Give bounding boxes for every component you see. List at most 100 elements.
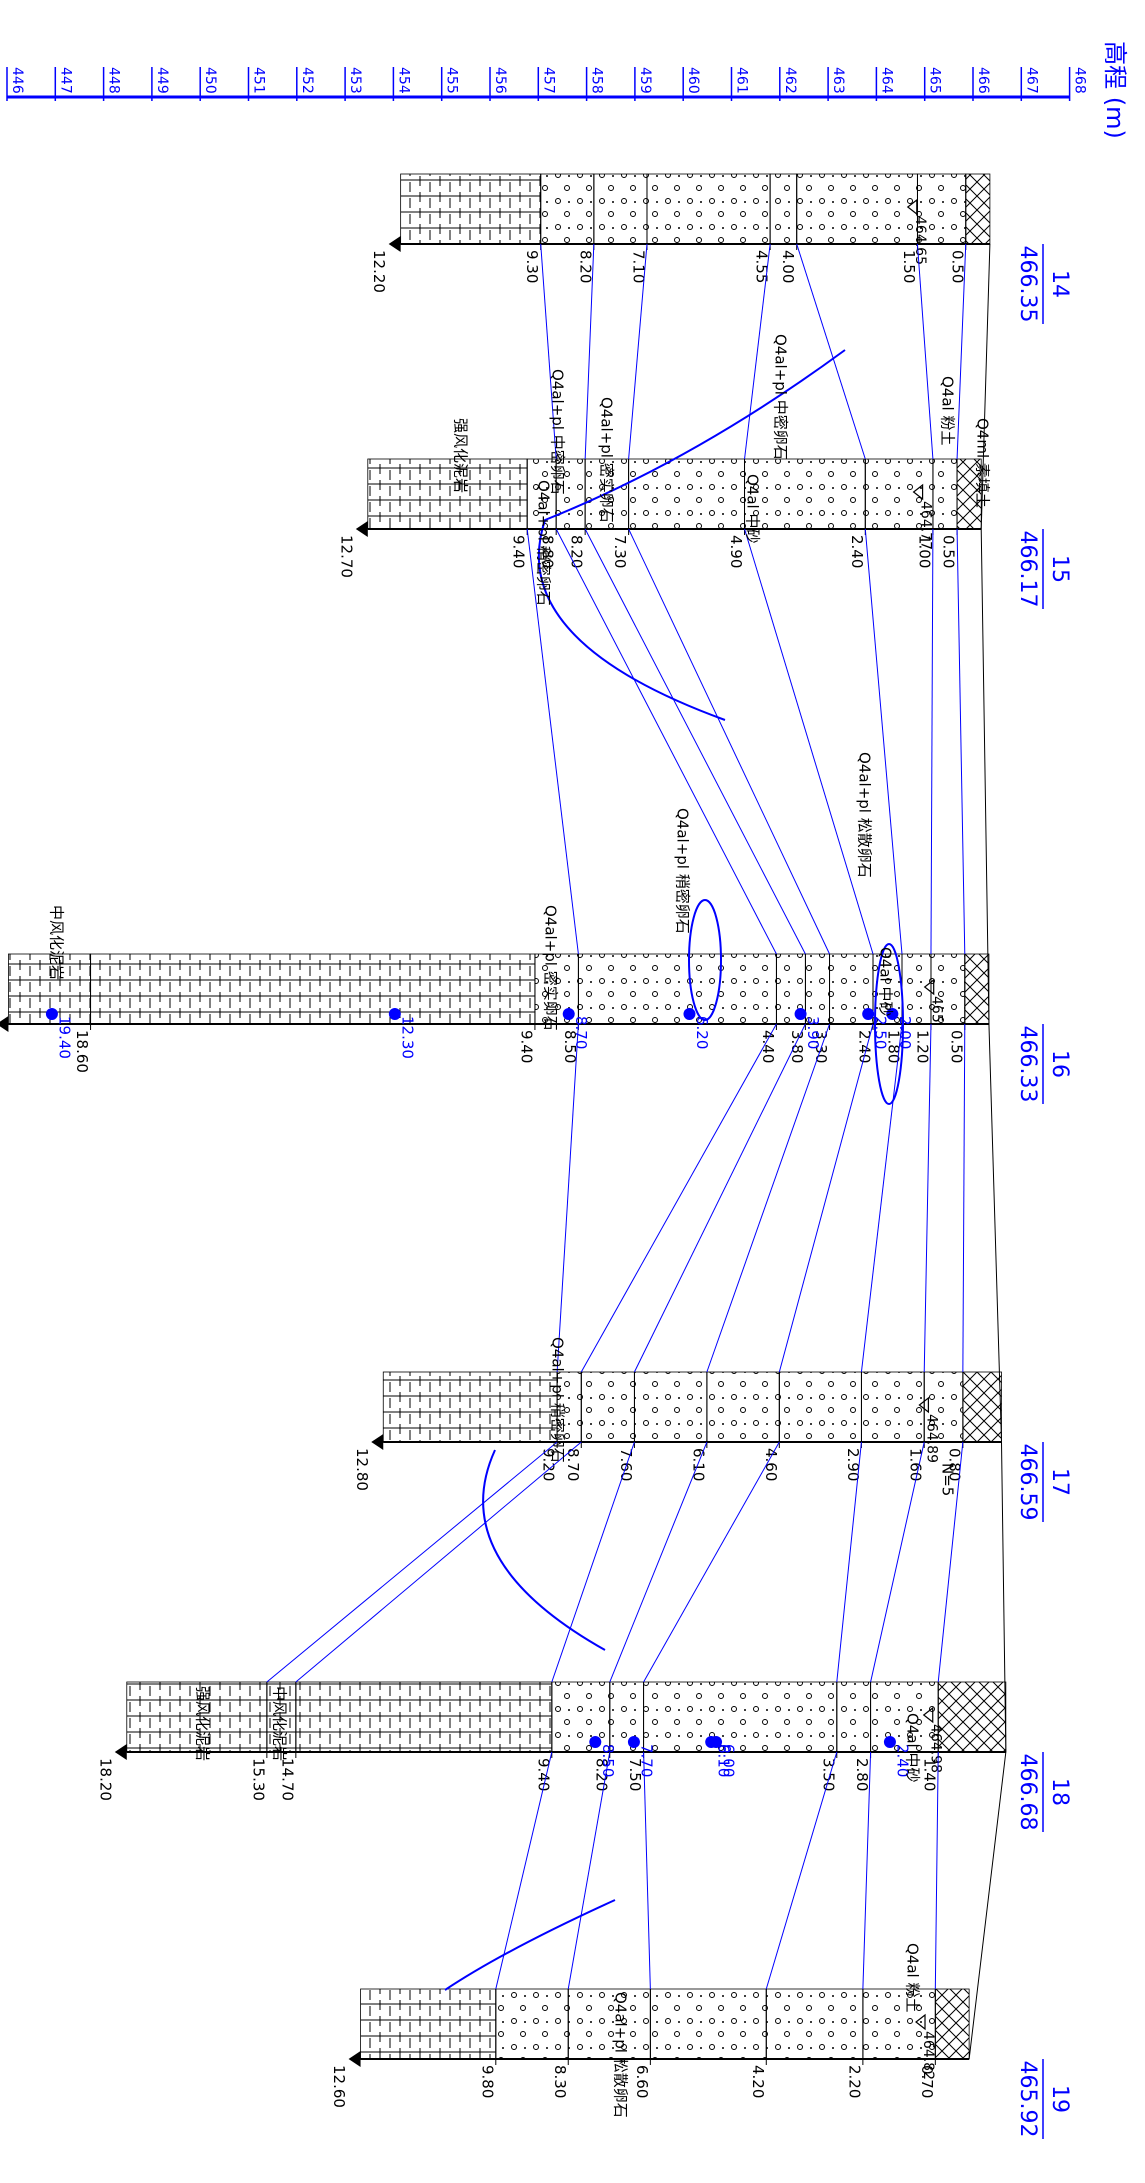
water-level: [923, 978, 935, 996]
correlation-line: [962, 1023, 966, 1373]
layer-depth: 18.60: [73, 1030, 91, 1073]
sample-depth: 6.00: [720, 1744, 738, 1777]
stratum-name: Q4al 中砂: [744, 474, 762, 543]
correlation-line: [744, 243, 771, 460]
axis-tick-label: 450: [202, 67, 218, 94]
correlation-line: [956, 243, 967, 460]
correlation-line: [864, 528, 903, 955]
borehole-id: 17: [1047, 1468, 1072, 1496]
layer-depth: 8.70: [564, 1448, 582, 1481]
axis-tick-label: 457: [540, 67, 556, 94]
water-level-label: 465: [929, 996, 945, 1023]
correlation-line: [495, 1751, 553, 1990]
correlation-line: [580, 1023, 777, 1373]
stratum-name: Q4al+pl 稍密卵石: [549, 1337, 567, 1463]
correlation-line: [916, 243, 934, 460]
axis-tick-label: 460: [685, 67, 701, 94]
correlation-line: [870, 1441, 925, 1683]
correlation-line: [526, 528, 579, 955]
axis-tick-label: 459: [637, 67, 653, 94]
sample-point: [862, 1008, 875, 1020]
layer-depth: 0.50: [947, 1030, 965, 1063]
water-level: [906, 198, 918, 216]
stratum-fill: [580, 1371, 635, 1443]
sample-point: [45, 1008, 58, 1020]
correlation-line: [860, 1023, 903, 1373]
stratum-name: Q4al+pl 稍密卵石: [674, 808, 692, 934]
layer-depth: 9.80: [478, 2065, 496, 2098]
layer-depth: 4.00: [779, 250, 797, 283]
layer-depth: 7.50: [626, 1758, 644, 1791]
stratum-fill: [649, 1988, 767, 2060]
layer-depth: 7.10: [629, 250, 647, 283]
stratum-fill: [646, 173, 771, 245]
water-level-label: 464.77: [918, 501, 934, 550]
layer-depth: 8.20: [592, 1758, 610, 1791]
correlation-line: [633, 1023, 806, 1373]
layer-depth: 2.20: [845, 2065, 863, 2098]
axis-tick-label: 466: [975, 67, 991, 94]
axis-tick-label: 453: [347, 67, 363, 94]
borehole-elevation: 466.59: [1015, 1444, 1040, 1521]
sample-depth: 6.20: [693, 1016, 711, 1049]
borehole-end: [388, 236, 401, 252]
stratum-fill: [567, 1988, 651, 2060]
correlation-line: [567, 1751, 611, 1990]
layer-depth: 8.80: [539, 535, 557, 568]
stratum-fill: [495, 1988, 569, 2060]
axis-tick-label: 454: [395, 67, 411, 94]
axis-tick-label: 465: [927, 67, 943, 94]
layer-depth: 0.70: [918, 2065, 936, 2098]
axis-tick-label: 451: [251, 67, 267, 94]
sample-point: [794, 1008, 807, 1020]
sample-depth: 12.30: [398, 1016, 416, 1059]
stratum-fill: [744, 458, 866, 530]
lens: [482, 1449, 606, 1651]
layer-depth: 0.80: [945, 1448, 963, 1481]
stratum-fill: [778, 1371, 862, 1443]
borehole-end: [348, 2051, 361, 2067]
borehole-elevation: 466.35: [1015, 246, 1040, 323]
axis-tick-label: 464: [878, 67, 894, 94]
water-level: [912, 483, 924, 501]
layer-depth: 2.40: [848, 535, 866, 568]
stratum-name: Q4al 粉土: [904, 1943, 922, 2012]
stratum-fill: [937, 1681, 1007, 1753]
stratum-fill: [836, 1681, 872, 1753]
lens: [688, 899, 722, 1021]
layer-depth: 8.30: [551, 2065, 569, 2098]
correlation-line: [796, 243, 866, 460]
stratum-fill: [965, 173, 991, 245]
sample-point: [683, 1008, 696, 1020]
stratum-name: Q4al+pl 稍密卵石: [535, 480, 553, 606]
water-level-label: 464.98: [928, 1724, 944, 1773]
correlation-line: [628, 243, 648, 460]
layer-depth: 1.20: [913, 1030, 931, 1063]
borehole-id: 18: [1047, 1778, 1072, 1806]
layer-depth: 4.60: [762, 1448, 780, 1481]
stratum-fill: [932, 458, 958, 530]
layer-depth: 14.70: [278, 1758, 296, 1801]
sample-depth: 3.90: [804, 1016, 822, 1049]
sample-depth: 2.00: [896, 1016, 914, 1049]
layer-depth: 4.40: [759, 1030, 777, 1063]
layer-depth: 9.40: [517, 1030, 535, 1063]
stratum-fill: [706, 1371, 780, 1443]
correlation-line: [706, 1023, 831, 1373]
axis-tick-label: 456: [492, 67, 508, 94]
stratum-fill: [962, 1371, 1002, 1443]
stratum-name: Q4al 中砂: [904, 1713, 922, 1782]
axis-tick-label: 467: [1023, 67, 1039, 94]
layer-depth: 2.40: [856, 1030, 874, 1063]
correlation-line: [584, 243, 595, 460]
axis-tick-label: 468: [1072, 67, 1088, 94]
sample-depth: 2.40: [893, 1744, 911, 1777]
correlation-line: [744, 528, 874, 955]
axis-tick-label: 446: [9, 67, 25, 94]
stratum-name: 中风化泥岩: [48, 905, 66, 980]
correlation-line: [556, 1023, 579, 1373]
borehole-end: [355, 521, 368, 537]
axis-tick-label: 448: [106, 67, 122, 94]
stratum-fill: [593, 173, 648, 245]
stratum-fill: [382, 1371, 558, 1443]
